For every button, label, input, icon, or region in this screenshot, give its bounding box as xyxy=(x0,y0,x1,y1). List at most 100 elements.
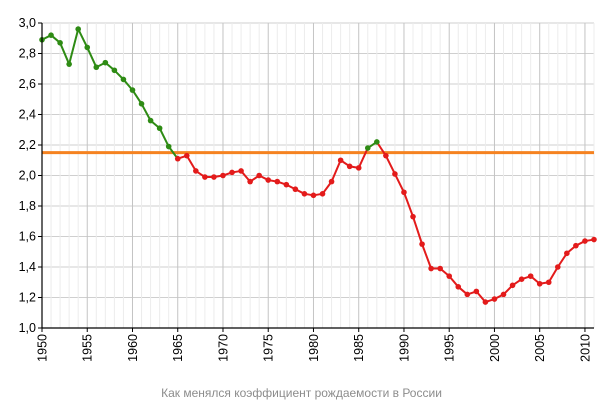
data-point xyxy=(591,236,597,243)
x-tick-label: 1980 xyxy=(307,334,321,362)
x-tick-label: 2000 xyxy=(488,334,502,362)
data-point xyxy=(193,168,199,174)
x-tick-label: 1970 xyxy=(216,334,230,362)
data-point xyxy=(455,284,462,290)
data-point xyxy=(111,67,118,74)
y-tick-label: 1,4 xyxy=(19,260,36,274)
x-tick-label: 1955 xyxy=(81,334,95,362)
data-point xyxy=(500,291,507,298)
series-segment xyxy=(158,127,170,148)
data-point xyxy=(229,169,235,176)
series-segment xyxy=(412,215,424,246)
data-point xyxy=(138,101,145,107)
series-segment xyxy=(59,41,71,66)
x-tick-label: 1950 xyxy=(36,334,50,362)
data-point xyxy=(491,296,498,302)
data-point xyxy=(292,186,299,193)
data-point xyxy=(301,191,308,197)
data-point xyxy=(482,299,489,305)
data-point xyxy=(256,172,262,179)
data-point xyxy=(518,276,525,283)
x-tick-label: 1985 xyxy=(352,334,366,362)
data-point xyxy=(265,177,272,183)
data-point xyxy=(573,242,579,249)
series-segment xyxy=(185,154,197,172)
x-axis-ticks: 1950 1955 1960 1965 1970 1975 1980 1985 1990 1995… xyxy=(36,328,592,362)
data-point xyxy=(310,192,317,199)
data-point xyxy=(247,178,253,185)
data-point xyxy=(328,178,335,185)
series-points xyxy=(39,26,597,305)
y-tick-label: 3,0 xyxy=(19,16,36,30)
data-point xyxy=(555,264,561,270)
data-point xyxy=(174,155,181,162)
series-segment xyxy=(421,243,433,270)
chart-caption: Как менялся коэффициент рождаемости в Ро… xyxy=(161,386,442,400)
data-point xyxy=(238,168,244,174)
data-point xyxy=(57,40,63,46)
data-point xyxy=(66,61,72,67)
axes xyxy=(41,23,594,329)
data-point xyxy=(84,44,91,51)
data-point xyxy=(473,288,480,295)
data-point xyxy=(509,282,516,289)
x-tick-label: 1990 xyxy=(397,334,411,362)
data-point xyxy=(337,157,344,164)
data-point xyxy=(274,178,281,185)
data-point xyxy=(183,152,190,159)
x-tick-label: 1960 xyxy=(126,334,140,362)
x-tick-label: 1995 xyxy=(443,334,457,362)
x-tick-label: 2010 xyxy=(578,334,592,362)
data-point xyxy=(545,279,552,286)
data-point xyxy=(536,280,543,287)
data-point xyxy=(93,64,100,71)
y-tick-label: 2,0 xyxy=(19,169,36,183)
data-point xyxy=(156,125,163,132)
series-segment xyxy=(384,154,396,175)
y-axis-ticks: 1,0 1,2 1,4 1,6 1,8 2,0 2,2 2,4 2,6 2,8 3,0 xyxy=(19,16,42,335)
data-point xyxy=(364,145,371,151)
data-point xyxy=(147,117,154,124)
data-point xyxy=(319,191,326,197)
series-segment xyxy=(393,172,405,194)
data-point xyxy=(446,273,453,279)
data-point xyxy=(527,273,534,279)
data-point xyxy=(437,265,443,272)
data-point xyxy=(383,152,389,159)
y-tick-label: 2,8 xyxy=(19,47,36,61)
grid-lines xyxy=(41,22,595,329)
data-point xyxy=(346,163,353,170)
data-point xyxy=(401,189,407,196)
data-point xyxy=(220,172,226,179)
data-point xyxy=(102,59,109,66)
series-segment xyxy=(330,159,342,183)
data-point xyxy=(120,76,127,83)
data-point xyxy=(165,143,172,150)
data-point xyxy=(202,174,208,180)
data-point xyxy=(283,181,290,188)
data-point xyxy=(410,213,416,220)
data-point xyxy=(392,171,398,177)
y-tick-label: 1,6 xyxy=(19,230,36,244)
data-point xyxy=(129,87,136,93)
fertility-chart: 1,0 1,2 1,4 1,6 1,8 2,0 2,2 2,4 2,6 2,8 3,0 1950 19… xyxy=(19,16,597,362)
data-point xyxy=(428,265,434,272)
y-tick-label: 1,0 xyxy=(19,321,36,335)
series-segment xyxy=(77,28,89,49)
y-tick-label: 1,8 xyxy=(19,199,36,213)
series-segment xyxy=(86,46,98,69)
data-point xyxy=(464,291,471,298)
data-point xyxy=(374,139,380,145)
y-tick-label: 2,2 xyxy=(19,138,36,152)
series-segment xyxy=(68,28,80,66)
data-point xyxy=(582,238,588,244)
x-tick-label: 1965 xyxy=(171,334,185,362)
x-tick-label: 2005 xyxy=(533,334,547,362)
series-lines xyxy=(41,28,595,304)
series-segment xyxy=(547,266,559,284)
series-segment xyxy=(140,102,152,122)
y-tick-label: 2,4 xyxy=(19,108,36,122)
y-tick-label: 2,6 xyxy=(19,77,36,91)
series-segment xyxy=(402,191,415,218)
y-tick-label: 1,2 xyxy=(19,291,36,305)
